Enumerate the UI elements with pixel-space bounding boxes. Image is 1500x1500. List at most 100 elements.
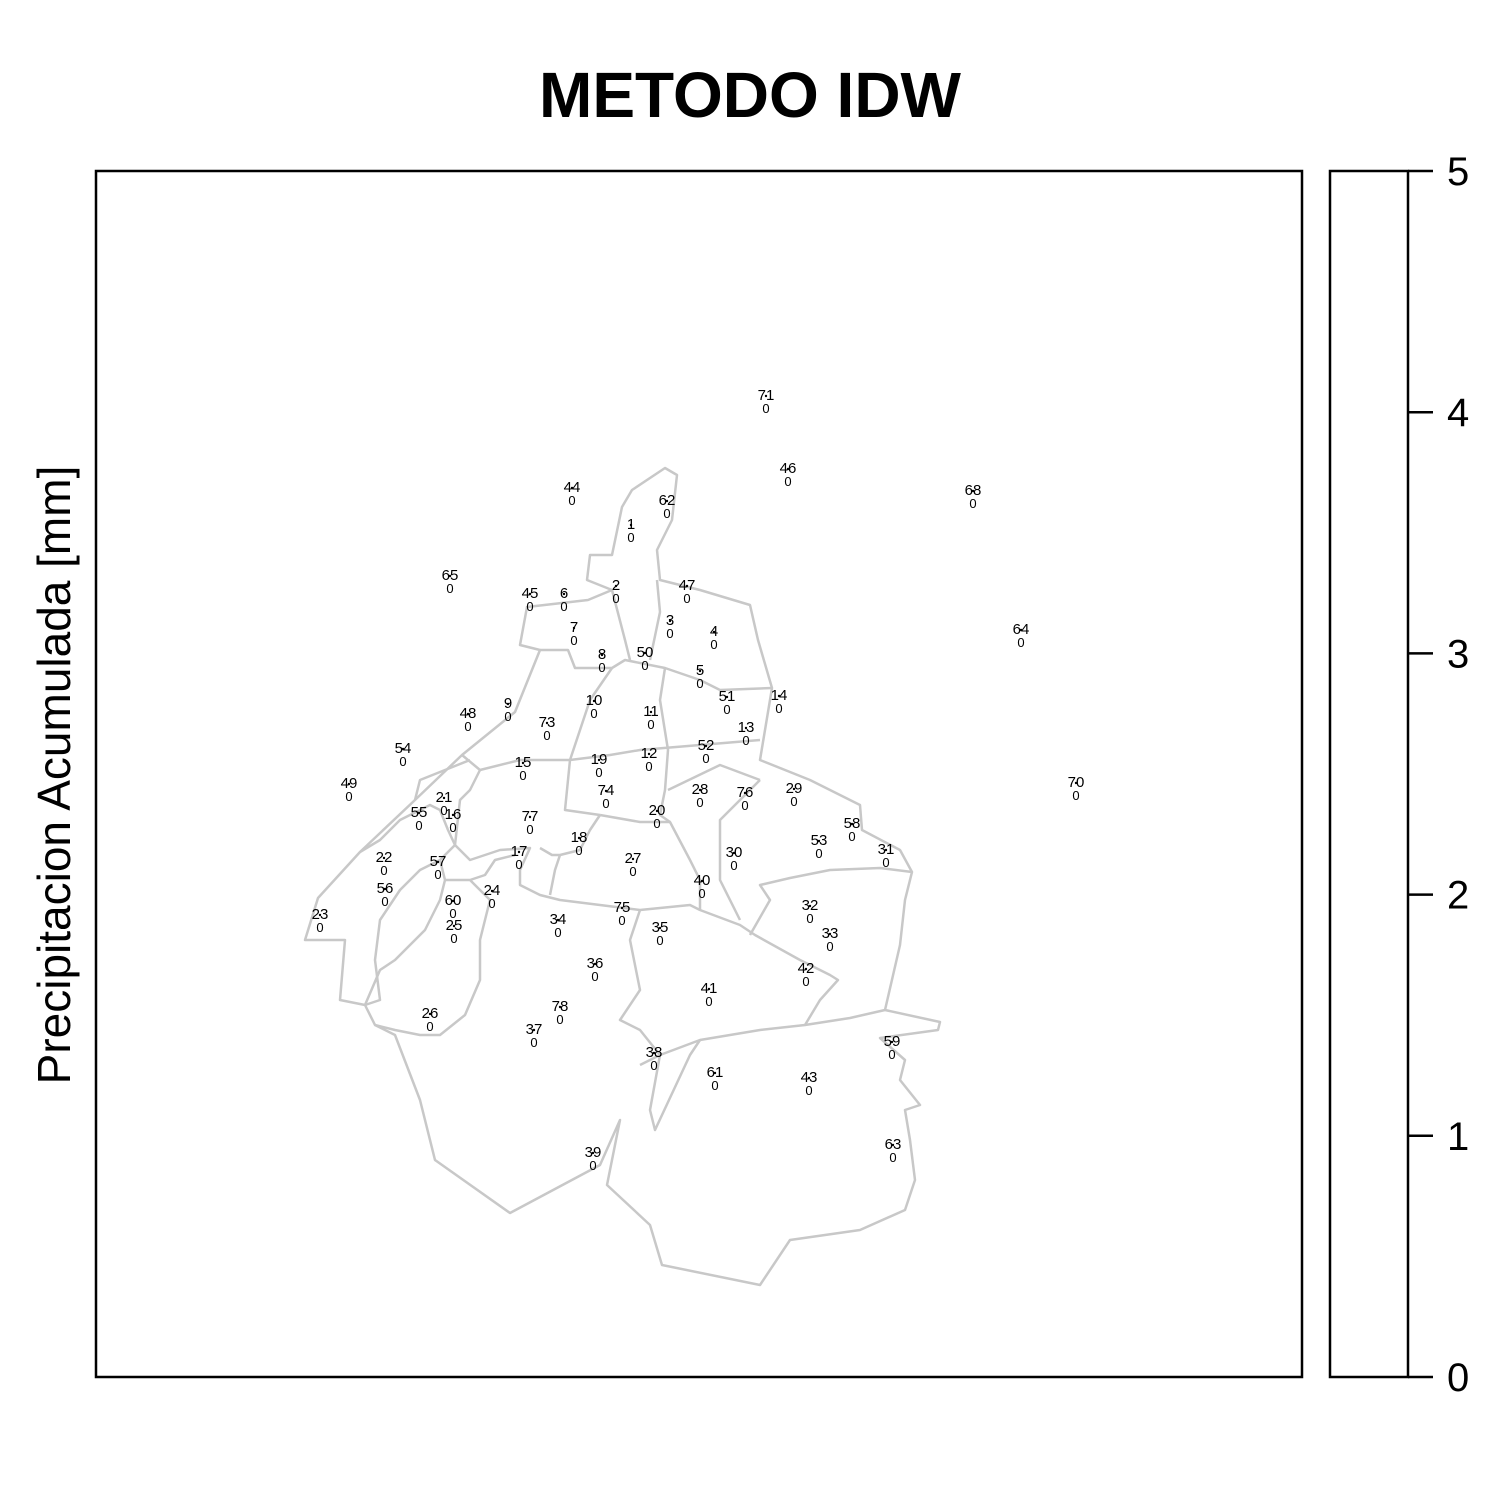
station-value-label: 0 xyxy=(730,858,737,873)
station-value-label: 0 xyxy=(598,660,605,675)
station-value-label: 0 xyxy=(415,818,422,833)
station-marker xyxy=(442,796,446,800)
station-id-label: 76 xyxy=(737,784,754,801)
station-11: 110 xyxy=(643,703,659,732)
station-value-label: 0 xyxy=(618,913,625,928)
station-marker xyxy=(383,887,387,891)
station-id-label: 62 xyxy=(659,492,676,509)
station-id-label: 64 xyxy=(1013,621,1030,638)
station-marker xyxy=(318,913,322,917)
station-value-label: 0 xyxy=(710,637,717,652)
station-id-label: 55 xyxy=(411,804,428,821)
station-marker xyxy=(649,710,653,714)
station-marker xyxy=(528,815,532,819)
station-marker xyxy=(713,1071,717,1075)
station-value-label: 0 xyxy=(641,658,648,673)
station-78: 780 xyxy=(552,998,569,1027)
station-value-label: 0 xyxy=(575,843,582,858)
station-marker xyxy=(591,1151,595,1155)
station-marker xyxy=(884,848,888,852)
station-id-label: 5 xyxy=(696,662,704,679)
station-value-label: 0 xyxy=(449,820,456,835)
division-south-center xyxy=(599,813,840,1067)
station-marker xyxy=(614,584,618,588)
station-8: 80 xyxy=(598,646,606,675)
station-value-label: 0 xyxy=(826,939,833,954)
station-value-label: 0 xyxy=(627,530,634,545)
station-marker xyxy=(665,499,669,503)
station-id-label: 37 xyxy=(526,1021,543,1038)
station-43: 430 xyxy=(801,1069,818,1098)
y-axis-label: Precipitacion Acumulada [mm] xyxy=(28,466,80,1085)
station-value-label: 0 xyxy=(702,751,709,766)
station-id-label: 41 xyxy=(701,980,718,997)
station-value-label: 0 xyxy=(450,931,457,946)
station-value-label: 0 xyxy=(806,911,813,926)
station-marker xyxy=(620,906,624,910)
station-value-label: 0 xyxy=(426,1019,433,1034)
station-15: 150 xyxy=(515,754,532,783)
station-marker xyxy=(600,653,604,657)
station-id-label: 2 xyxy=(612,577,620,594)
station-33: 330 xyxy=(822,925,839,954)
map-panel xyxy=(94,169,1304,1379)
station-value-label: 0 xyxy=(650,1058,657,1073)
station-marker xyxy=(382,856,386,860)
station-marker xyxy=(777,694,781,698)
station-value-label: 0 xyxy=(848,829,855,844)
station-31: 310 xyxy=(878,841,895,870)
station-value-label: 0 xyxy=(568,493,575,508)
station-value-label: 0 xyxy=(519,768,526,783)
station-value-label: 0 xyxy=(554,925,561,940)
station-marker xyxy=(451,813,455,817)
station-id-label: 59 xyxy=(884,1033,901,1050)
station-23: 230 xyxy=(312,906,329,935)
station-16: 160 xyxy=(445,806,462,835)
station-id-label: 8 xyxy=(598,646,606,663)
station-29: 290 xyxy=(786,780,803,809)
station-value-label: 0 xyxy=(543,728,550,743)
station-20: 200 xyxy=(649,802,666,831)
station-id-label: 70 xyxy=(1068,774,1085,791)
station-id-label: 35 xyxy=(652,919,669,936)
station-marker xyxy=(597,758,601,762)
station-value-label: 0 xyxy=(381,894,388,909)
station-value-label: 0 xyxy=(888,1047,895,1062)
station-id-label: 3 xyxy=(666,612,674,629)
station-42: 420 xyxy=(798,960,815,989)
station-id-label: 25 xyxy=(446,917,463,934)
station-73: 730 xyxy=(539,714,556,743)
station-value-label: 0 xyxy=(645,759,652,774)
station-22: 220 xyxy=(376,849,393,878)
station-id-label: 49 xyxy=(341,775,358,792)
station-value-label: 0 xyxy=(570,633,577,648)
station-marker xyxy=(850,822,854,826)
station-value-label: 0 xyxy=(316,920,323,935)
station-marker xyxy=(572,626,576,630)
station-14: 140 xyxy=(771,687,788,716)
station-value-label: 0 xyxy=(526,599,533,614)
division-east xyxy=(718,779,913,936)
station-id-label: 52 xyxy=(698,737,715,754)
station-65: 650 xyxy=(442,567,459,596)
station-id-label: 9 xyxy=(504,695,512,712)
station-marker xyxy=(744,726,748,730)
station-marker xyxy=(347,782,351,786)
station-56: 560 xyxy=(377,880,394,909)
station-13: 130 xyxy=(738,719,755,748)
station-47: 470 xyxy=(679,577,696,606)
station-value-label: 0 xyxy=(666,626,673,641)
station-value-label: 0 xyxy=(653,816,660,831)
station-35: 350 xyxy=(652,919,669,948)
station-id-label: 21 xyxy=(436,789,453,806)
station-marker xyxy=(804,967,808,971)
station-id-label: 43 xyxy=(801,1069,818,1086)
station-value-label: 0 xyxy=(345,789,352,804)
station-48: 480 xyxy=(460,705,477,734)
station-id-label: 44 xyxy=(564,479,581,496)
station-value-label: 0 xyxy=(1072,788,1079,803)
station-marker xyxy=(704,744,708,748)
station-id-label: 48 xyxy=(460,705,477,722)
